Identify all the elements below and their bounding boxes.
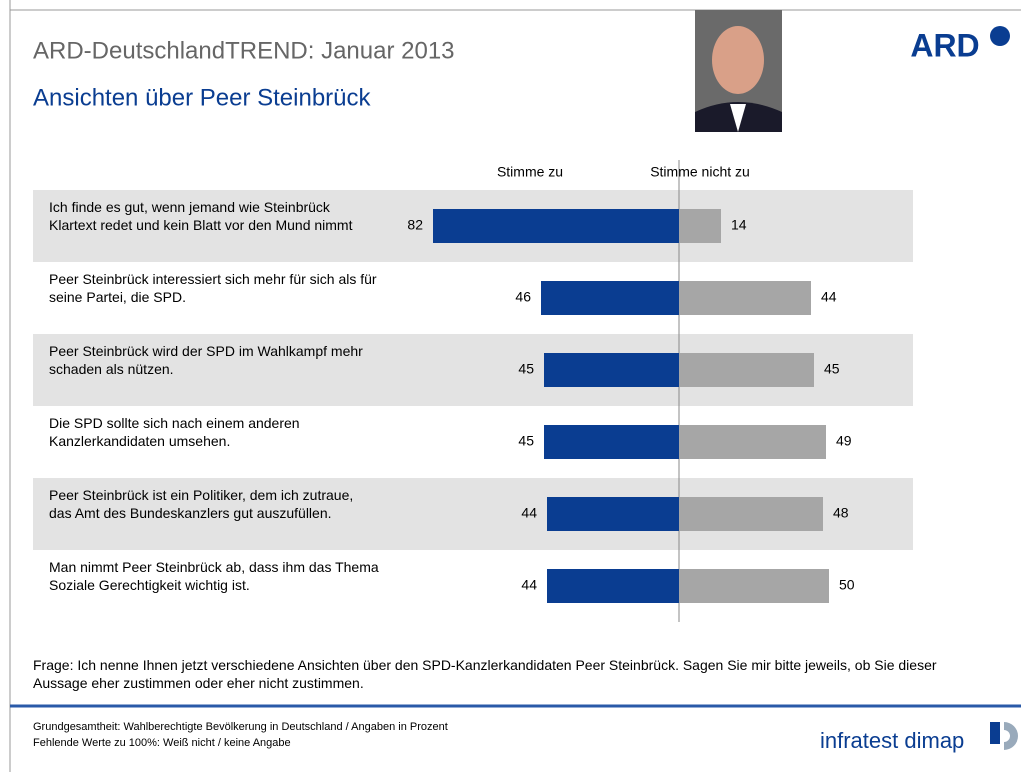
category-label: Ich finde es gut, wenn jemand wie Steinb… xyxy=(49,199,353,233)
bar xyxy=(544,353,679,387)
category-label: Man nimmt Peer Steinbrück ab, dass ihm d… xyxy=(49,559,379,593)
bar xyxy=(679,281,811,315)
value-label: 45 xyxy=(518,361,534,377)
category-label: Peer Steinbrück interessiert sich mehr f… xyxy=(49,271,377,305)
bar xyxy=(541,281,679,315)
bar xyxy=(679,353,814,387)
value-label: 50 xyxy=(839,577,855,593)
footer-base: Grundgesamtheit: Wahlberechtigte Bevölke… xyxy=(33,721,448,733)
bar xyxy=(547,497,679,531)
bar xyxy=(544,425,679,459)
bar xyxy=(679,425,826,459)
value-label: 44 xyxy=(521,577,537,593)
brand-icon xyxy=(1004,722,1018,750)
value-label: 44 xyxy=(521,505,537,521)
footer-missing: Fehlende Werte zu 100%: Weiß nicht / kei… xyxy=(33,737,291,749)
bar xyxy=(679,209,721,243)
value-label: 46 xyxy=(515,289,531,305)
category-label: Peer Steinbrück wird der SPD im Wahlkamp… xyxy=(49,343,363,377)
value-label: 48 xyxy=(833,505,849,521)
value-label: 82 xyxy=(407,217,423,233)
brand-icon xyxy=(990,722,1000,744)
subtitle: Ansichten über Peer Steinbrück xyxy=(33,84,372,111)
bar xyxy=(679,569,829,603)
ard-logo: ARD xyxy=(910,27,979,63)
brand: infratest dimap xyxy=(820,728,964,753)
value-label: 49 xyxy=(836,433,852,449)
category-label: Die SPD sollte sich nach einem anderen K… xyxy=(49,415,300,449)
title: ARD-DeutschlandTREND: Januar 2013 xyxy=(33,37,455,64)
legend-label: Stimme zu xyxy=(497,164,563,180)
value-label: 45 xyxy=(824,361,840,377)
ard-logo-one xyxy=(990,26,1010,46)
value-label: 45 xyxy=(518,433,534,449)
category-label: Peer Steinbrück ist ein Politiker, dem i… xyxy=(49,487,354,521)
photo xyxy=(695,10,782,132)
bar xyxy=(679,497,823,531)
bar xyxy=(433,209,679,243)
footer-question: Frage: Ich nenne Ihnen jetzt verschieden… xyxy=(33,657,937,691)
value-label: 14 xyxy=(731,217,747,233)
legend-label: Stimme nicht zu xyxy=(650,164,750,180)
bar xyxy=(547,569,679,603)
value-label: 44 xyxy=(821,289,837,305)
